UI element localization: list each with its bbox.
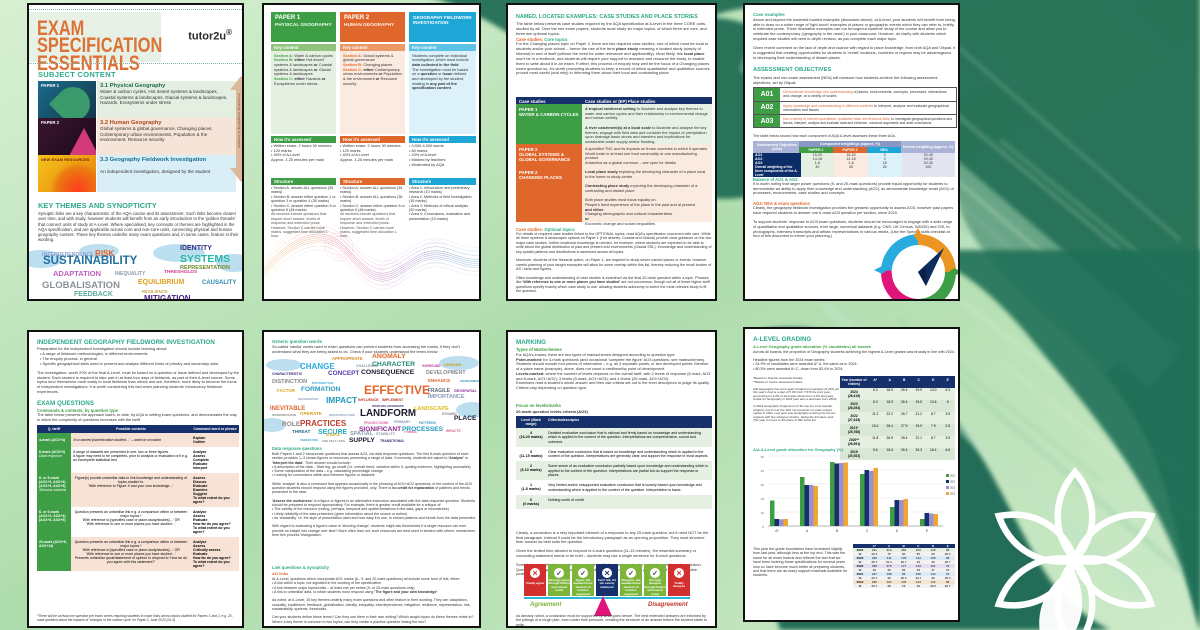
svg-text:✕: ✕ <box>532 571 538 578</box>
svg-text:E: E <box>926 529 929 533</box>
svg-text:10: 10 <box>761 511 765 515</box>
svg-text:✓: ✓ <box>580 571 586 578</box>
svg-text:20: 20 <box>761 483 765 487</box>
svg-text:D: D <box>896 529 899 533</box>
svg-text:✓: ✓ <box>556 571 562 578</box>
svg-text:C: C <box>866 529 869 533</box>
svg-text:A*: A* <box>775 529 779 533</box>
svg-text:A: A <box>806 529 809 533</box>
svg-text:B: B <box>836 529 839 533</box>
svg-text:✕: ✕ <box>676 571 682 578</box>
svg-text:2022: 2022 <box>950 486 955 490</box>
svg-text:✓: ✓ <box>652 571 658 578</box>
svg-text:2021: 2021 <box>950 492 955 496</box>
svg-text:25: 25 <box>761 469 765 473</box>
svg-text:30: 30 <box>761 455 765 459</box>
svg-text:✓: ✓ <box>628 571 634 578</box>
svg-text:5: 5 <box>762 525 764 529</box>
svg-text:✕: ✕ <box>604 571 610 578</box>
svg-text:2023: 2023 <box>950 480 955 484</box>
svg-text:2024: 2024 <box>950 474 955 478</box>
svg-text:15: 15 <box>761 497 765 501</box>
